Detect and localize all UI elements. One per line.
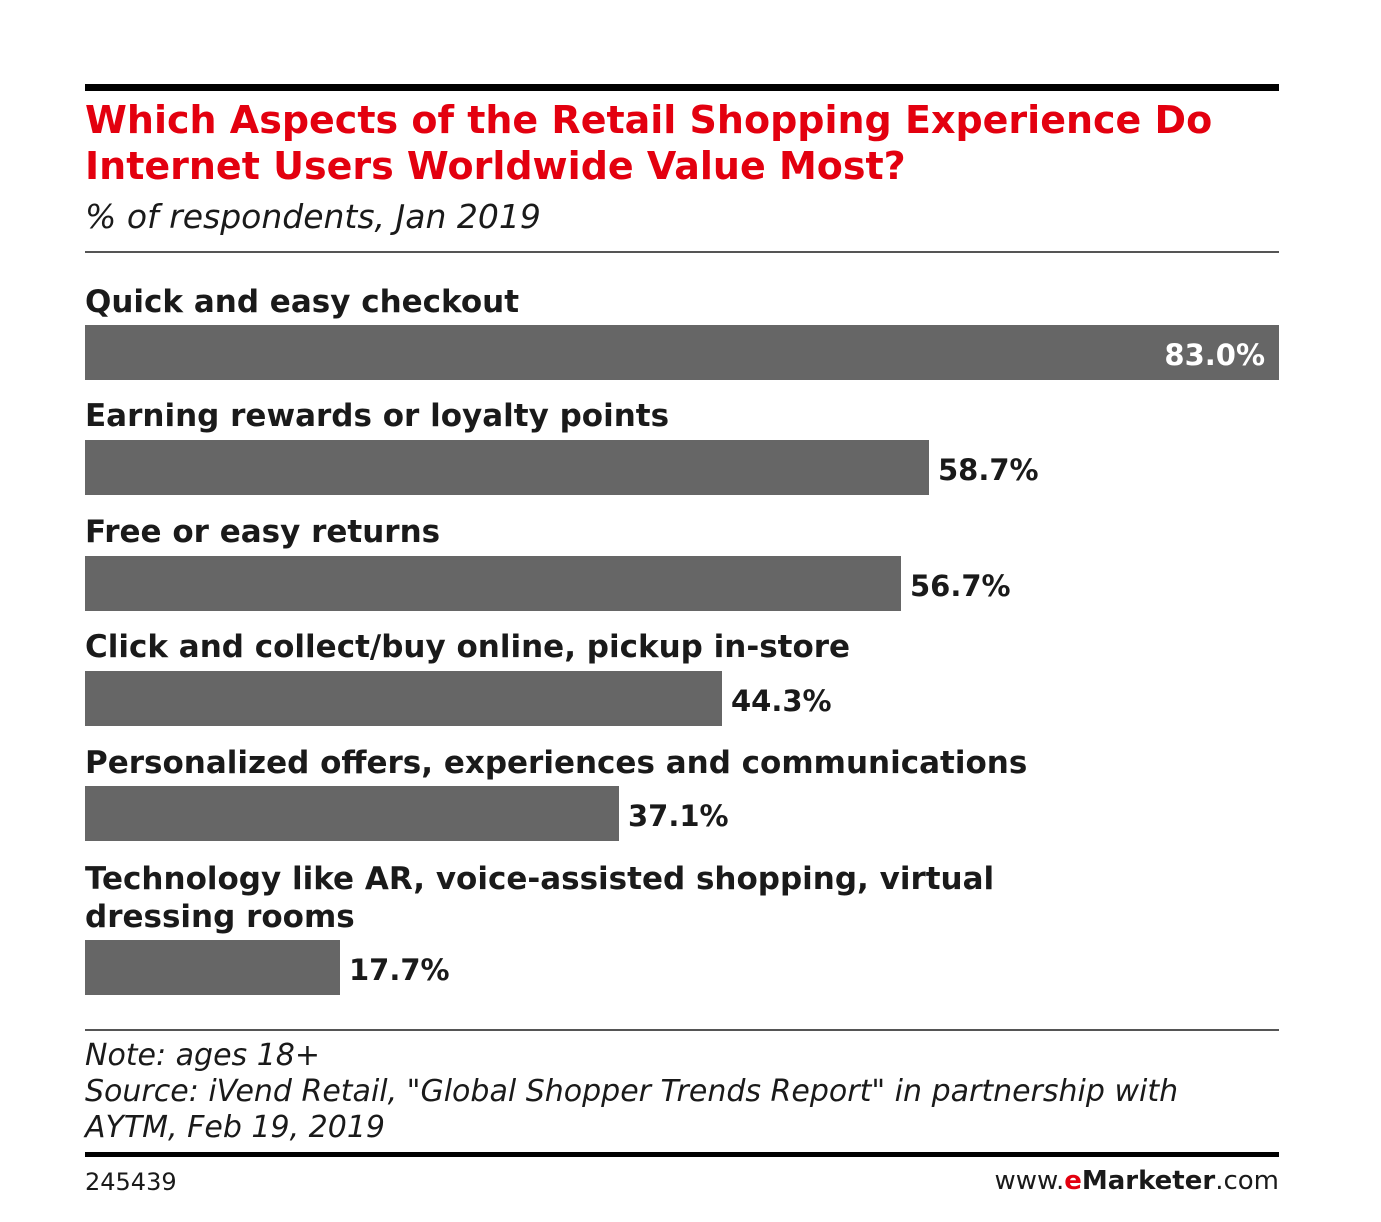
brand-e: e [1064, 1166, 1082, 1196]
value-label: 58.7% [938, 453, 1039, 487]
value-label: 56.7% [910, 569, 1011, 603]
bar [85, 671, 722, 726]
category-label: Personalized offers, experiences and com… [85, 745, 1027, 781]
footer-divider [85, 1029, 1279, 1031]
chart-title: Which Aspects of the Retail Shopping Exp… [85, 98, 1213, 188]
brand-suffix: .com [1215, 1166, 1279, 1196]
chart-notes: Note: ages 18+ Source: iVend Retail, "Gl… [85, 1038, 1279, 1146]
bottom-rule [85, 1152, 1279, 1157]
bar [85, 786, 619, 841]
note-text: Note: ages 18+ [85, 1038, 321, 1073]
value-label: 17.7% [349, 953, 450, 987]
category-label: Earning rewards or loyalty points [85, 398, 669, 434]
source-text: Source: iVend Retail, "Global Shopper Tr… [85, 1074, 1179, 1145]
brand-prefix: www. [994, 1166, 1065, 1196]
category-label: Technology like AR, voice-assisted shopp… [85, 861, 994, 897]
bar [85, 325, 1279, 380]
category-label: dressing rooms [85, 899, 355, 935]
value-label: 37.1% [628, 799, 729, 833]
brand-name: Marketer [1081, 1166, 1216, 1196]
value-label: 83.0% [1164, 338, 1265, 372]
category-label: Free or easy returns [85, 514, 440, 550]
chart-subtitle: % of respondents, Jan 2019 [85, 197, 541, 236]
bar [85, 940, 340, 995]
category-label: Quick and easy checkout [85, 284, 519, 320]
chart-id: 245439 [85, 1168, 177, 1196]
bar [85, 440, 929, 495]
value-label: 44.3% [731, 684, 832, 718]
bar [85, 556, 901, 611]
header-divider [85, 251, 1279, 253]
category-label: Click and collect/buy online, pickup in-… [85, 629, 850, 665]
brand-logo[interactable]: www.eMarketer.com [995, 1166, 1279, 1196]
top-rule [85, 84, 1279, 91]
